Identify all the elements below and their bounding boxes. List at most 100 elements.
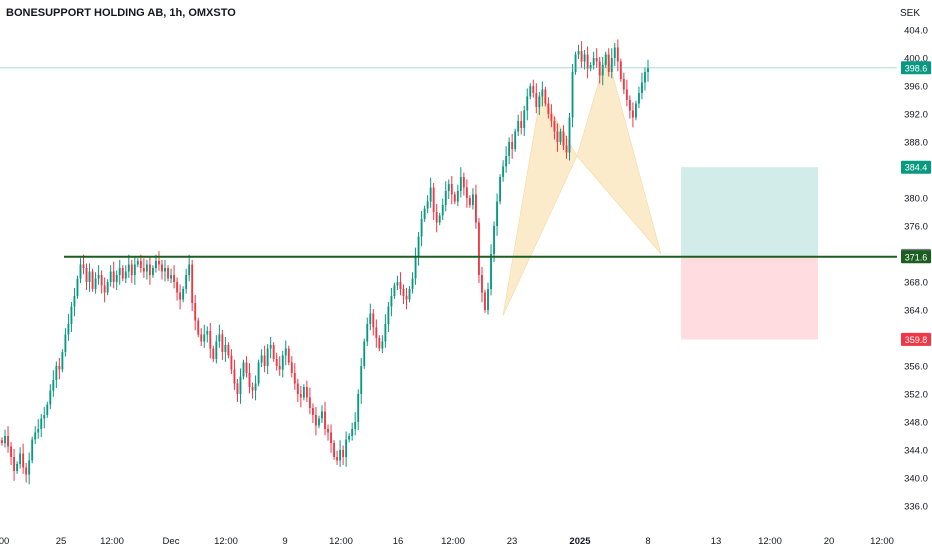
candle-body (49, 390, 52, 405)
candle-body (287, 348, 290, 363)
candle-body (538, 96, 541, 107)
candle-body (170, 275, 172, 279)
candle-body (315, 415, 317, 426)
candle-body (408, 289, 411, 300)
candle-body (595, 58, 598, 62)
candle-body (311, 408, 314, 415)
candle-body (351, 429, 354, 436)
candle-body (22, 453, 25, 468)
candle-body (638, 93, 640, 104)
candle-body (644, 72, 646, 83)
candle-body (296, 383, 299, 394)
candle-body (330, 432, 332, 443)
candle-body (565, 145, 568, 153)
candle-body (375, 327, 378, 338)
price-label: 398.6 (905, 63, 928, 73)
candle-body (212, 348, 215, 359)
candle-body (484, 292, 486, 310)
candle-body (456, 191, 459, 202)
candle-body (601, 65, 604, 76)
candle-body (586, 54, 589, 69)
candle-body (251, 387, 254, 391)
candle-body (218, 334, 221, 342)
y-tick-label: 388.0 (904, 138, 928, 149)
candle-body (4, 436, 6, 443)
stop-zone[interactable] (681, 256, 818, 340)
x-tick-label: 12:00 (870, 536, 894, 547)
candle-body (248, 373, 251, 387)
candle-body (103, 285, 106, 293)
candle-body (70, 306, 73, 324)
candle-body (278, 366, 281, 370)
candle-body (619, 61, 622, 79)
candle-body (61, 352, 64, 370)
y-tick-label: 404.0 (904, 26, 928, 37)
candle-body (161, 264, 163, 272)
candle-body (592, 58, 595, 65)
candle-body (607, 54, 610, 72)
candle-body (459, 177, 462, 191)
price-label-box (901, 332, 931, 346)
candle-body (242, 362, 245, 377)
candle-body (550, 114, 553, 121)
candle-body (478, 222, 480, 275)
candle-body (333, 443, 335, 457)
x-tick-label: 8 (645, 536, 650, 547)
candle-body (511, 142, 514, 149)
y-tick-label: 336.0 (904, 502, 928, 513)
candle-body (628, 100, 631, 111)
candle-body (541, 89, 544, 97)
candle-body (37, 429, 40, 433)
x-tick-label: 12:00 (758, 536, 782, 547)
candle-body (203, 334, 206, 342)
pattern-triangle-xab[interactable] (502, 92, 578, 316)
candle-body (13, 457, 16, 471)
candle-body (55, 366, 58, 380)
candle-body (182, 289, 185, 300)
candle-body (493, 226, 495, 254)
candle-body (28, 460, 31, 475)
candle-body (25, 467, 28, 475)
candle-body (1, 440, 3, 443)
target-zone[interactable] (681, 167, 818, 257)
chart-title: BONESUPPORT HOLDING AB, 1h, OMXSTO (6, 7, 236, 19)
pattern-triangle-bcd[interactable] (576, 52, 662, 255)
candle-body (390, 296, 393, 307)
candle-body (263, 355, 266, 366)
candle-body (206, 331, 209, 335)
candle-body (197, 320, 200, 335)
x-tick-label: 12:00 (100, 536, 124, 547)
candle-body (148, 264, 151, 275)
candle-body (411, 278, 414, 289)
candle-body (577, 51, 580, 55)
candle-body (366, 324, 369, 342)
candle-body (167, 268, 169, 279)
candle-body (191, 264, 194, 303)
candle-body (378, 338, 381, 349)
candle-body (342, 450, 345, 457)
candle-body (97, 275, 100, 279)
candle-body (547, 103, 550, 114)
currency-label: SEK (900, 8, 920, 19)
candle-body (321, 411, 323, 419)
candle-body (305, 387, 308, 398)
candle-body (435, 212, 438, 223)
candle-body (369, 313, 372, 324)
y-tick-label: 352.0 (904, 390, 928, 401)
x-tick-label: 00 (0, 536, 9, 547)
candle-body (82, 264, 85, 268)
candle-body (474, 194, 477, 223)
candle-body (414, 257, 417, 279)
y-tick-label: 344.0 (904, 446, 928, 457)
candle-body (133, 264, 136, 275)
x-tick-label: 12:00 (214, 536, 238, 547)
candle-body (185, 275, 188, 289)
y-tick-label: 392.0 (904, 110, 928, 121)
candle-body (254, 383, 257, 391)
candle-body (417, 236, 420, 258)
candle-body (396, 282, 399, 286)
candle-body (384, 324, 387, 342)
candle-body (34, 432, 37, 440)
